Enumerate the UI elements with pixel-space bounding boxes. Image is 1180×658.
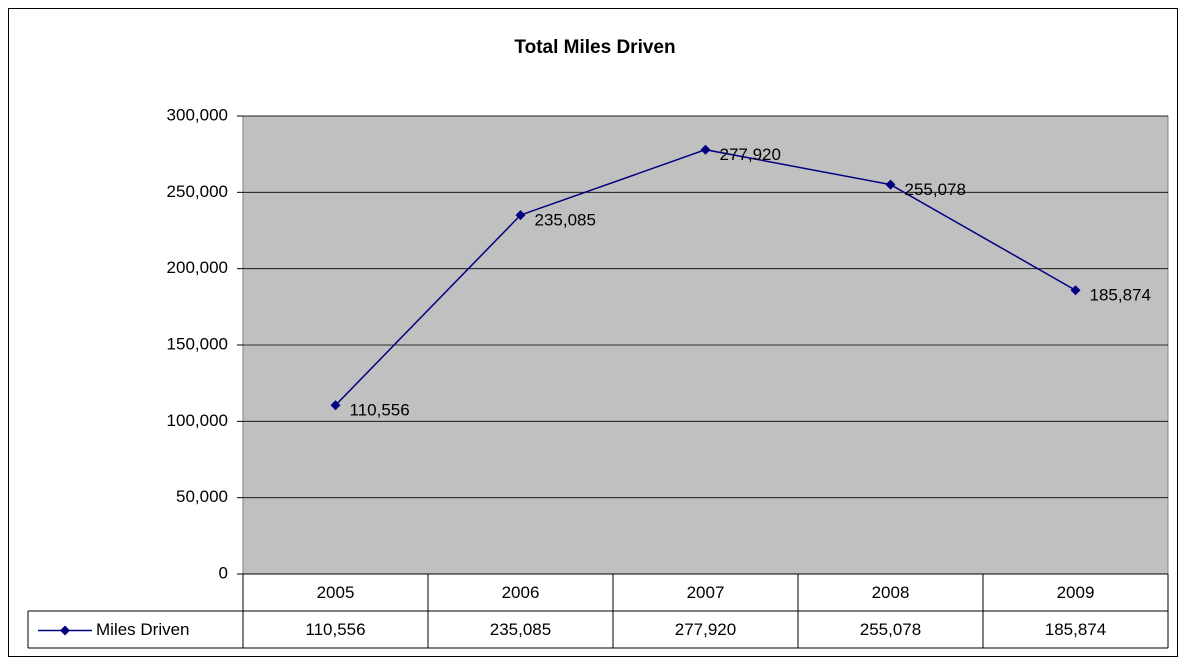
- legend-label: Miles Driven: [96, 620, 190, 639]
- x-tick-label: 2009: [1057, 583, 1095, 602]
- x-tick-label: 2005: [317, 583, 355, 602]
- table-value: 110,556: [305, 620, 365, 639]
- table-value: 277,920: [675, 620, 736, 639]
- table-value: 235,085: [490, 620, 551, 639]
- legend-marker: [60, 625, 70, 636]
- data-label: 277,920: [720, 145, 781, 164]
- data-label: 185,874: [1090, 286, 1151, 305]
- data-label: 110,556: [350, 401, 410, 420]
- x-tick-label: 2008: [872, 583, 910, 602]
- table-value: 255,078: [860, 620, 921, 639]
- y-tick-label: 0: [219, 563, 228, 582]
- y-tick-label: 100,000: [167, 411, 228, 430]
- table-value: 185,874: [1045, 620, 1106, 639]
- y-tick-label: 200,000: [167, 258, 228, 277]
- x-tick-label: 2006: [502, 583, 540, 602]
- y-tick-label: 250,000: [167, 182, 228, 201]
- data-label: 255,078: [905, 180, 966, 199]
- data-point: [1070, 285, 1081, 296]
- chart-title: Total Miles Driven: [514, 37, 675, 58]
- y-tick-label: 300,000: [167, 105, 228, 124]
- data-label: 235,085: [535, 211, 596, 230]
- data-point: [700, 144, 711, 155]
- data-point: [330, 400, 341, 411]
- data-point: [885, 179, 896, 190]
- data-point: [515, 210, 526, 221]
- y-tick-label: 50,000: [176, 487, 228, 506]
- x-tick-label: 2007: [687, 583, 725, 602]
- y-tick-label: 150,000: [167, 334, 228, 353]
